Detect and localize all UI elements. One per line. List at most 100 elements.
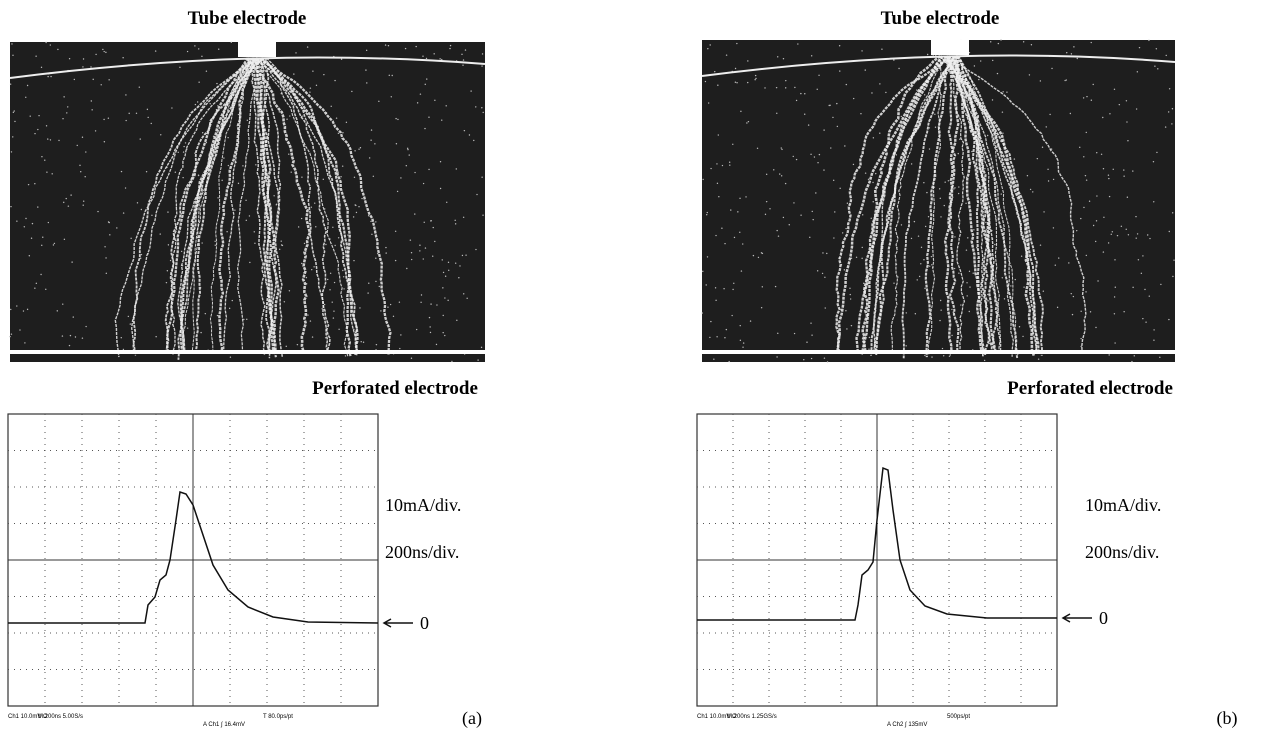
noise [432, 226, 434, 229]
noise [978, 78, 980, 81]
noise [309, 91, 311, 93]
noise [1155, 48, 1158, 50]
noise [428, 316, 431, 319]
noise [928, 265, 931, 267]
streamer [194, 57, 255, 353]
noise [1136, 71, 1139, 73]
streamer [954, 55, 983, 354]
noise [9, 335, 11, 338]
noise [342, 269, 344, 272]
noise [923, 259, 925, 261]
noise [447, 299, 449, 302]
noise [179, 66, 181, 69]
noise [724, 337, 726, 339]
noise [50, 75, 52, 78]
noise [95, 53, 97, 56]
noise [810, 153, 812, 156]
noise [25, 217, 27, 220]
noise [362, 341, 365, 343]
noise [26, 84, 29, 87]
noise [1153, 329, 1155, 331]
noise [41, 244, 43, 247]
noise [297, 226, 300, 228]
noise [23, 226, 26, 228]
perforated-electrode [702, 350, 1175, 354]
noise [1133, 355, 1135, 357]
noise [832, 116, 834, 119]
noise [846, 328, 848, 330]
noise [760, 307, 763, 309]
noise [334, 79, 336, 82]
noise [717, 134, 720, 136]
noise [46, 171, 48, 173]
scope-readout: M 200ns 5.00S/s [38, 714, 83, 720]
noise [140, 253, 143, 256]
noise [777, 235, 780, 237]
noise [1014, 278, 1016, 281]
noise [463, 129, 466, 132]
current-waveform [8, 491, 379, 624]
noise [354, 150, 356, 152]
streamer [948, 55, 1002, 352]
noise [24, 342, 26, 344]
noise [1114, 286, 1117, 288]
noise [340, 58, 343, 60]
noise [777, 56, 779, 58]
streamer-photo [10, 42, 485, 362]
noise [367, 292, 369, 294]
noise [742, 243, 744, 245]
noise [82, 200, 85, 202]
noise [828, 104, 830, 107]
noise [105, 257, 107, 259]
noise [706, 214, 708, 216]
noise [832, 179, 835, 182]
noise [914, 313, 917, 315]
noise [1072, 295, 1075, 298]
noise [82, 204, 84, 206]
noise [905, 312, 907, 314]
noise [85, 151, 87, 153]
noise [196, 101, 199, 103]
noise [871, 92, 873, 94]
streamer [948, 55, 1002, 353]
noise [249, 261, 251, 264]
noise [56, 310, 58, 312]
noise [788, 224, 790, 226]
noise [992, 59, 994, 62]
streamer [873, 55, 961, 353]
noise [747, 120, 750, 123]
noise [47, 138, 49, 140]
noise [306, 46, 309, 48]
noise [966, 295, 968, 297]
noise [794, 86, 796, 89]
noise [957, 152, 959, 155]
noise [63, 96, 65, 98]
noise [333, 310, 335, 312]
noise [732, 143, 734, 145]
noise [448, 269, 450, 271]
streamer [246, 57, 312, 352]
noise [824, 276, 826, 278]
noise [73, 78, 76, 81]
noise [368, 157, 371, 159]
noise [410, 252, 413, 254]
noise [442, 314, 444, 317]
noise [354, 204, 356, 206]
noise [255, 164, 257, 166]
noise [1108, 195, 1111, 198]
noise [868, 336, 871, 339]
noise [439, 187, 442, 190]
noise [732, 288, 734, 291]
noise [923, 94, 926, 96]
tube-electrode [238, 42, 276, 57]
noise [954, 236, 956, 238]
noise [1037, 358, 1040, 360]
noise [797, 43, 799, 45]
noise [1089, 311, 1092, 313]
noise [481, 53, 484, 55]
noise [410, 258, 413, 261]
noise [1135, 237, 1137, 239]
noise [313, 266, 315, 268]
streamer [945, 55, 966, 351]
scope-readout: Ch1 10.0mV Ω [697, 714, 737, 720]
